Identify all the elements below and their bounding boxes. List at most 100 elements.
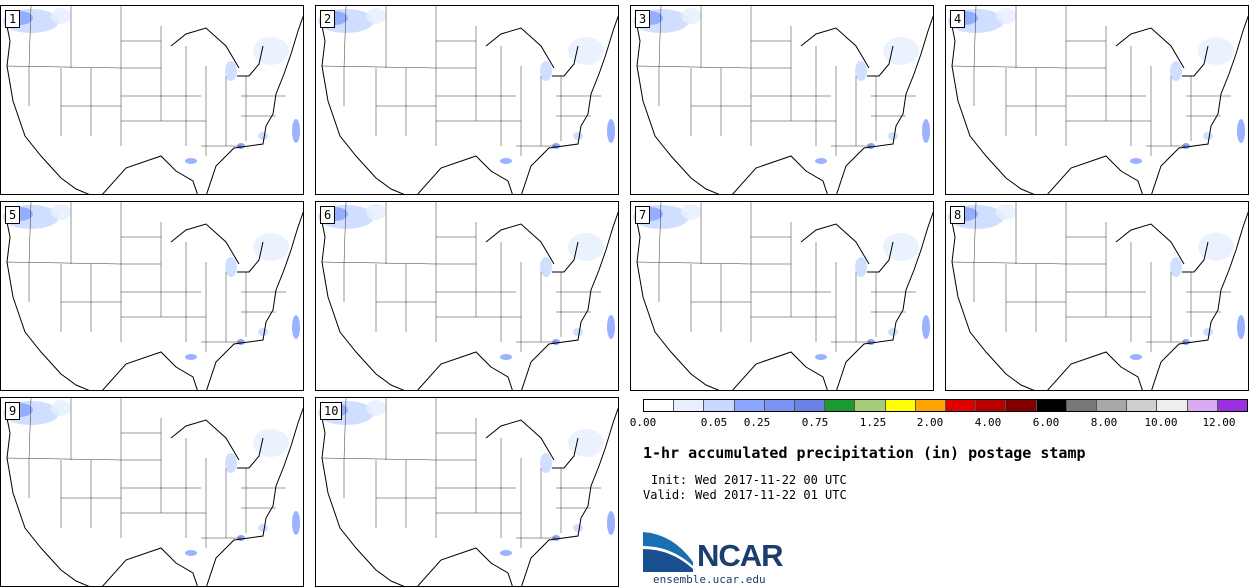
- map-panel-7: 7: [630, 201, 934, 391]
- precip-area: [996, 204, 1016, 220]
- state-border: [343, 202, 347, 265]
- state-border: [321, 65, 437, 69]
- legend-tick: 6.00: [1032, 416, 1060, 429]
- precip-area: [883, 37, 919, 65]
- us-precip-map: [3, 6, 303, 194]
- coastline: [951, 211, 1248, 390]
- precip-area: [292, 119, 300, 143]
- member-label: 4: [950, 10, 966, 28]
- site-url: ensemble.ucar.edu: [653, 573, 766, 586]
- state-border: [973, 6, 977, 69]
- us-precip-map: [948, 202, 1248, 390]
- map-panel-10: 10: [315, 397, 619, 587]
- precip-area: [1130, 354, 1142, 360]
- precip-area: [185, 158, 197, 164]
- precip-area: [253, 37, 289, 65]
- precip-area: [607, 511, 615, 535]
- coastline: [321, 15, 618, 194]
- precip-area: [366, 204, 386, 220]
- map-panel-5: 5: [0, 201, 304, 391]
- precip-area: [253, 233, 289, 261]
- state-border: [658, 6, 662, 69]
- state-border: [973, 202, 977, 265]
- precip-area: [922, 119, 930, 143]
- legend-swatch: [674, 400, 705, 411]
- precip-area: [607, 315, 615, 339]
- coastline: [6, 211, 303, 390]
- member-label: 1: [5, 10, 21, 28]
- precip-area: [573, 328, 583, 336]
- init-label: Init:: [651, 473, 688, 487]
- precip-area: [573, 524, 583, 532]
- legend-tick: 0.25: [743, 416, 771, 429]
- coastline: [636, 211, 933, 390]
- us-precip-map: [948, 6, 1248, 194]
- legend-tick: 0.00: [629, 416, 657, 429]
- precip-area: [888, 328, 898, 336]
- legend-tick: 10.00: [1144, 416, 1178, 429]
- state-border: [28, 202, 32, 265]
- precip-area: [500, 354, 512, 360]
- precip-area: [185, 354, 197, 360]
- state-border: [636, 65, 752, 69]
- precip-area: [681, 204, 701, 220]
- legend-swatch: [1157, 400, 1188, 411]
- state-border: [321, 261, 437, 265]
- precip-area: [258, 132, 268, 140]
- precip-area: [366, 8, 386, 24]
- init-value: Wed 2017-11-22 00 UTC: [695, 473, 847, 487]
- precip-area: [1170, 257, 1182, 277]
- color-legend-bar: [643, 399, 1248, 412]
- precip-area: [540, 453, 552, 473]
- precip-area: [855, 61, 867, 81]
- legend-swatch: [825, 400, 856, 411]
- map-panel-4: 4: [945, 5, 1249, 195]
- precip-area: [51, 8, 71, 24]
- precip-area: [1203, 328, 1213, 336]
- member-label: 9: [5, 402, 21, 420]
- valid-label: Valid:: [643, 488, 687, 502]
- legend-swatch: [855, 400, 886, 411]
- map-panel-9: 9: [0, 397, 304, 587]
- ncar-logo-icon: [643, 532, 693, 572]
- member-label: 10: [320, 402, 343, 420]
- legend-swatch: [734, 400, 765, 411]
- legend-swatch: [1127, 400, 1158, 411]
- coastline: [321, 407, 618, 586]
- precip-area: [1237, 119, 1245, 143]
- legend-swatch: [764, 400, 796, 411]
- precip-area: [292, 511, 300, 535]
- coastline: [6, 15, 303, 194]
- legend-swatch: [915, 400, 947, 411]
- coastline: [951, 15, 1248, 194]
- precip-area: [922, 315, 930, 339]
- state-border: [343, 398, 347, 461]
- precip-area: [253, 429, 289, 457]
- coastline: [6, 407, 303, 586]
- valid-value: Wed 2017-11-22 01 UTC: [695, 488, 847, 502]
- us-precip-map: [318, 6, 618, 194]
- logo-text: NCAR: [697, 538, 784, 573]
- chart-title: 1-hr accumulated precipitation (in) post…: [643, 444, 1086, 462]
- precip-area: [258, 328, 268, 336]
- precip-area: [1237, 315, 1245, 339]
- member-label: 6: [320, 206, 336, 224]
- member-label: 5: [5, 206, 21, 224]
- precip-area: [225, 453, 237, 473]
- precip-area: [51, 400, 71, 416]
- precip-area: [996, 8, 1016, 24]
- precip-area: [607, 119, 615, 143]
- us-precip-map: [3, 398, 303, 586]
- legend-swatch: [1036, 400, 1067, 411]
- precip-area: [1198, 37, 1234, 65]
- legend-tick: 0.75: [801, 416, 829, 429]
- precip-area: [815, 354, 827, 360]
- precip-area: [51, 204, 71, 220]
- member-label: 3: [635, 10, 651, 28]
- legend-tick: 2.00: [916, 416, 944, 429]
- precip-area: [888, 132, 898, 140]
- member-label: 7: [635, 206, 651, 224]
- coastline: [636, 15, 933, 194]
- precip-area: [568, 37, 604, 65]
- precip-area: [1130, 158, 1142, 164]
